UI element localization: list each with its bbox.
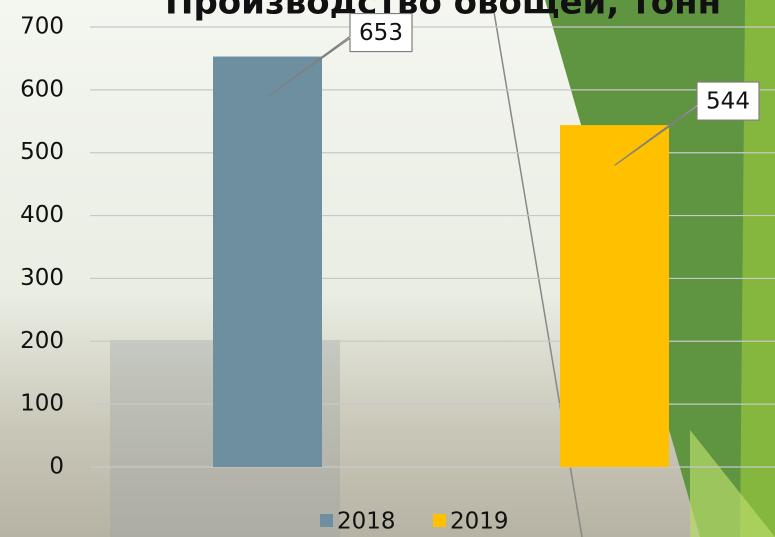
legend-label: 2019 [450, 509, 509, 535]
data-label: 653 [359, 20, 403, 46]
y-tick-label: 500 [20, 139, 64, 165]
y-tick-label: 0 [49, 454, 64, 480]
y-tick-label: 700 [20, 14, 64, 40]
y-tick-label: 200 [20, 328, 64, 354]
legend-label: 2018 [337, 509, 396, 535]
background-shape [740, 0, 775, 537]
y-tick-label: 600 [20, 76, 64, 102]
data-label: 544 [706, 89, 750, 115]
legend-swatch [433, 514, 446, 527]
data-label-callout [614, 81, 760, 166]
y-tick-label: 100 [20, 391, 64, 417]
bar [560, 125, 669, 468]
legend-swatch [320, 514, 333, 527]
bar [213, 56, 322, 468]
data-label-callout [267, 12, 413, 98]
background-shape [690, 430, 775, 537]
y-tick-label: 400 [20, 202, 64, 228]
chart-title: Производство овощей, тонн [165, 0, 721, 23]
y-tick-label: 300 [20, 265, 64, 291]
